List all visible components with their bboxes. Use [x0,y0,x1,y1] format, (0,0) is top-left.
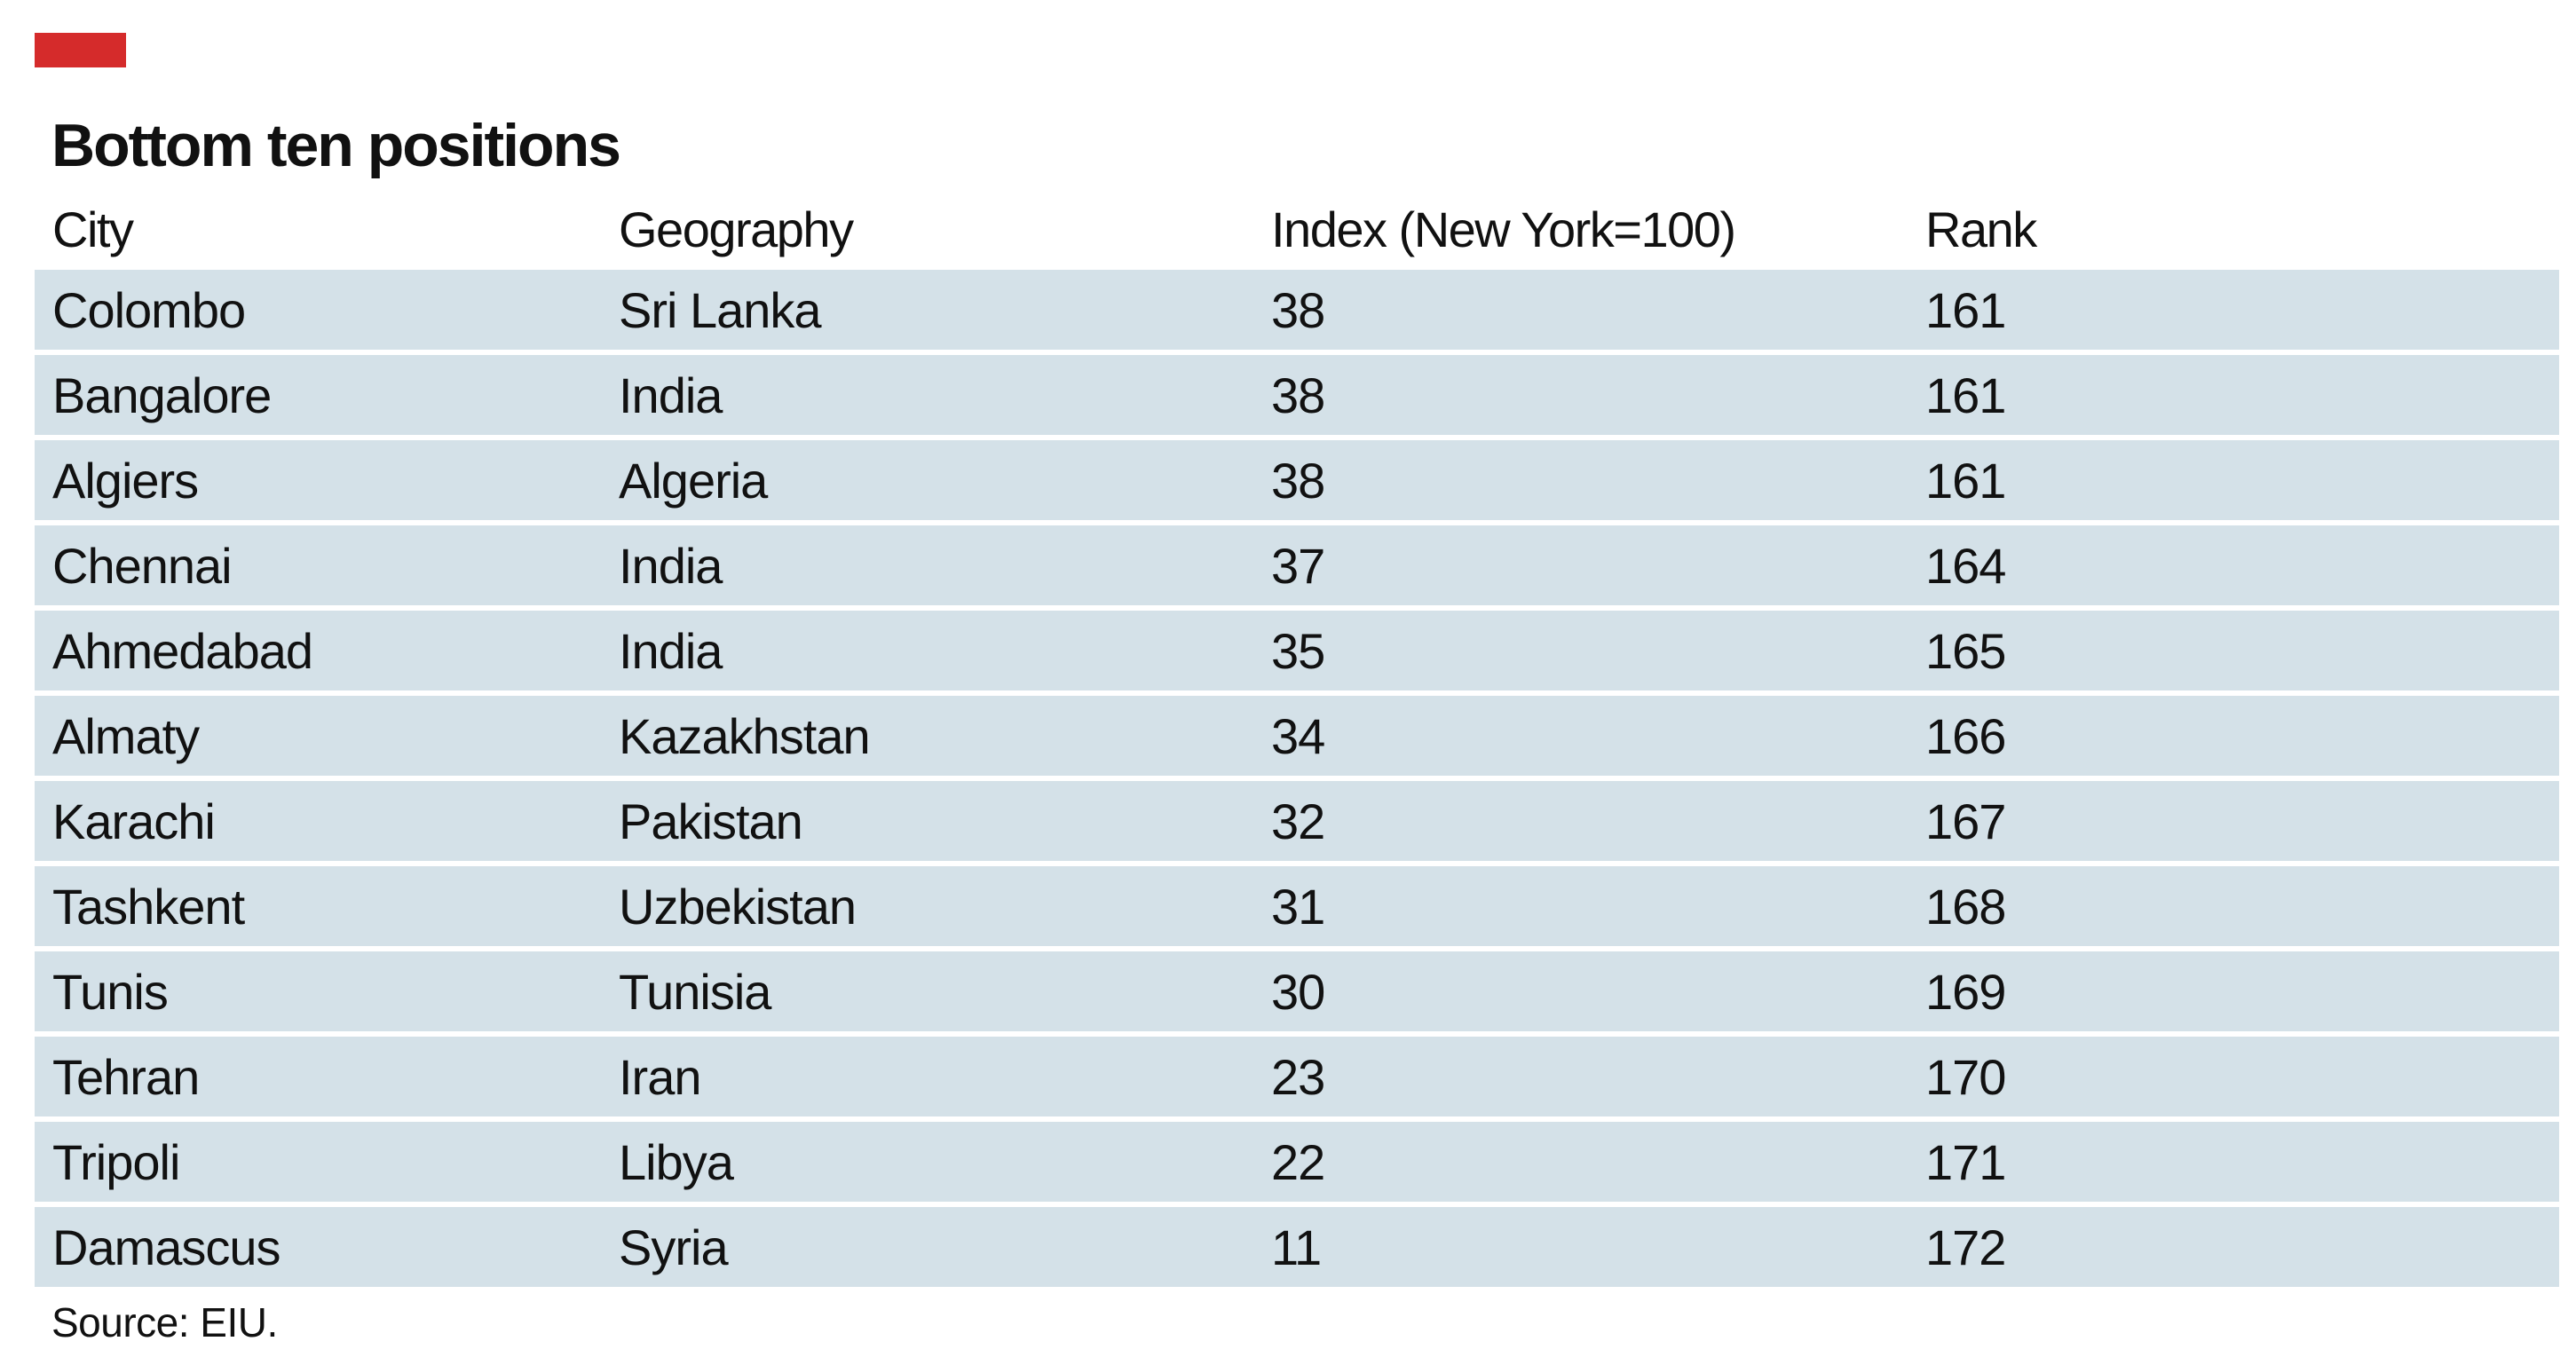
accent-bar [35,33,126,67]
cell-city: Karachi [52,793,216,849]
cell-geography: Syria [619,1219,729,1275]
table-row: Ahmedabad India 35 165 [35,611,2559,696]
cell-rank: 167 [1925,793,2006,849]
cell-city: Tripoli [52,1133,180,1190]
cell-index: 38 [1271,281,1325,338]
cell-geography: India [619,537,723,594]
cell-city: Tashkent [52,878,245,935]
cell-rank: 168 [1925,878,2006,935]
cell-index: 35 [1271,622,1325,679]
cell-geography: Uzbekistan [619,878,857,935]
table-row: Colombo Sri Lanka 38 161 [35,270,2559,355]
table-row: Chennai India 37 164 [35,525,2559,611]
header-rank: Rank [1925,201,2037,257]
cell-city: Tunis [52,963,169,1020]
cell-index: 11 [1271,1219,1322,1275]
cell-index: 34 [1271,707,1325,764]
table-row: Tripoli Libya 22 171 [35,1122,2559,1207]
cell-rank: 164 [1925,537,2006,594]
cell-city: Damascus [52,1219,281,1275]
header-geography: Geography [619,201,854,257]
cell-geography: Tunisia [619,963,771,1020]
cell-index: 23 [1271,1048,1325,1105]
table-row: Damascus Syria 11 172 [35,1207,2559,1292]
cell-geography: Libya [619,1133,734,1190]
cell-rank: 172 [1925,1219,2006,1275]
data-table: City Geography Index (New York=100) Rank… [35,188,2559,1292]
cell-rank: 169 [1925,963,2006,1020]
table-row: Tunis Tunisia 30 169 [35,951,2559,1037]
cell-index: 30 [1271,963,1325,1020]
cell-rank: 166 [1925,707,2006,764]
cell-geography: Kazakhstan [619,707,871,764]
cell-geography: India [619,367,723,423]
cell-city: Tehran [52,1048,200,1105]
cell-geography: Algeria [619,452,768,509]
cell-city: Ahmedabad [52,622,313,679]
cell-rank: 161 [1925,452,2006,509]
table-header-row: City Geography Index (New York=100) Rank [35,188,2559,270]
cell-rank: 170 [1925,1048,2006,1105]
cell-city: Bangalore [52,367,272,423]
header-index: Index (New York=100) [1271,201,1736,257]
cell-rank: 165 [1925,622,2006,679]
cell-index: 22 [1271,1133,1325,1190]
source-note: Source: EIU. [51,1299,278,1345]
header-city: City [52,201,134,257]
cell-index: 38 [1271,367,1325,423]
chart-title: Bottom ten positions [51,112,621,179]
cell-city: Algiers [52,452,199,509]
cell-city: Colombo [52,281,246,338]
cell-geography: India [619,622,723,679]
cell-index: 32 [1271,793,1325,849]
cell-geography: Sri Lanka [619,281,822,338]
table-body: Colombo Sri Lanka 38 161 Bangalore India 38 161… [35,270,2559,1292]
cell-rank: 161 [1925,367,2006,423]
cell-city: Almaty [52,707,200,764]
cell-geography: Iran [619,1048,701,1105]
table-row: Tehran Iran 23 170 [35,1037,2559,1122]
cell-rank: 171 [1925,1133,2006,1190]
cell-index: 38 [1271,452,1325,509]
cell-rank: 161 [1925,281,2006,338]
cell-index: 31 [1271,878,1325,935]
cell-city: Chennai [52,537,233,594]
table-row: Almaty Kazakhstan 34 166 [35,696,2559,781]
table-row: Algiers Algeria 38 161 [35,440,2559,525]
cell-geography: Pakistan [619,793,803,849]
table-row: Karachi Pakistan 32 167 [35,781,2559,866]
table-row: Tashkent Uzbekistan 31 168 [35,866,2559,951]
cell-index: 37 [1271,537,1325,594]
table-row: Bangalore India 38 161 [35,355,2559,440]
